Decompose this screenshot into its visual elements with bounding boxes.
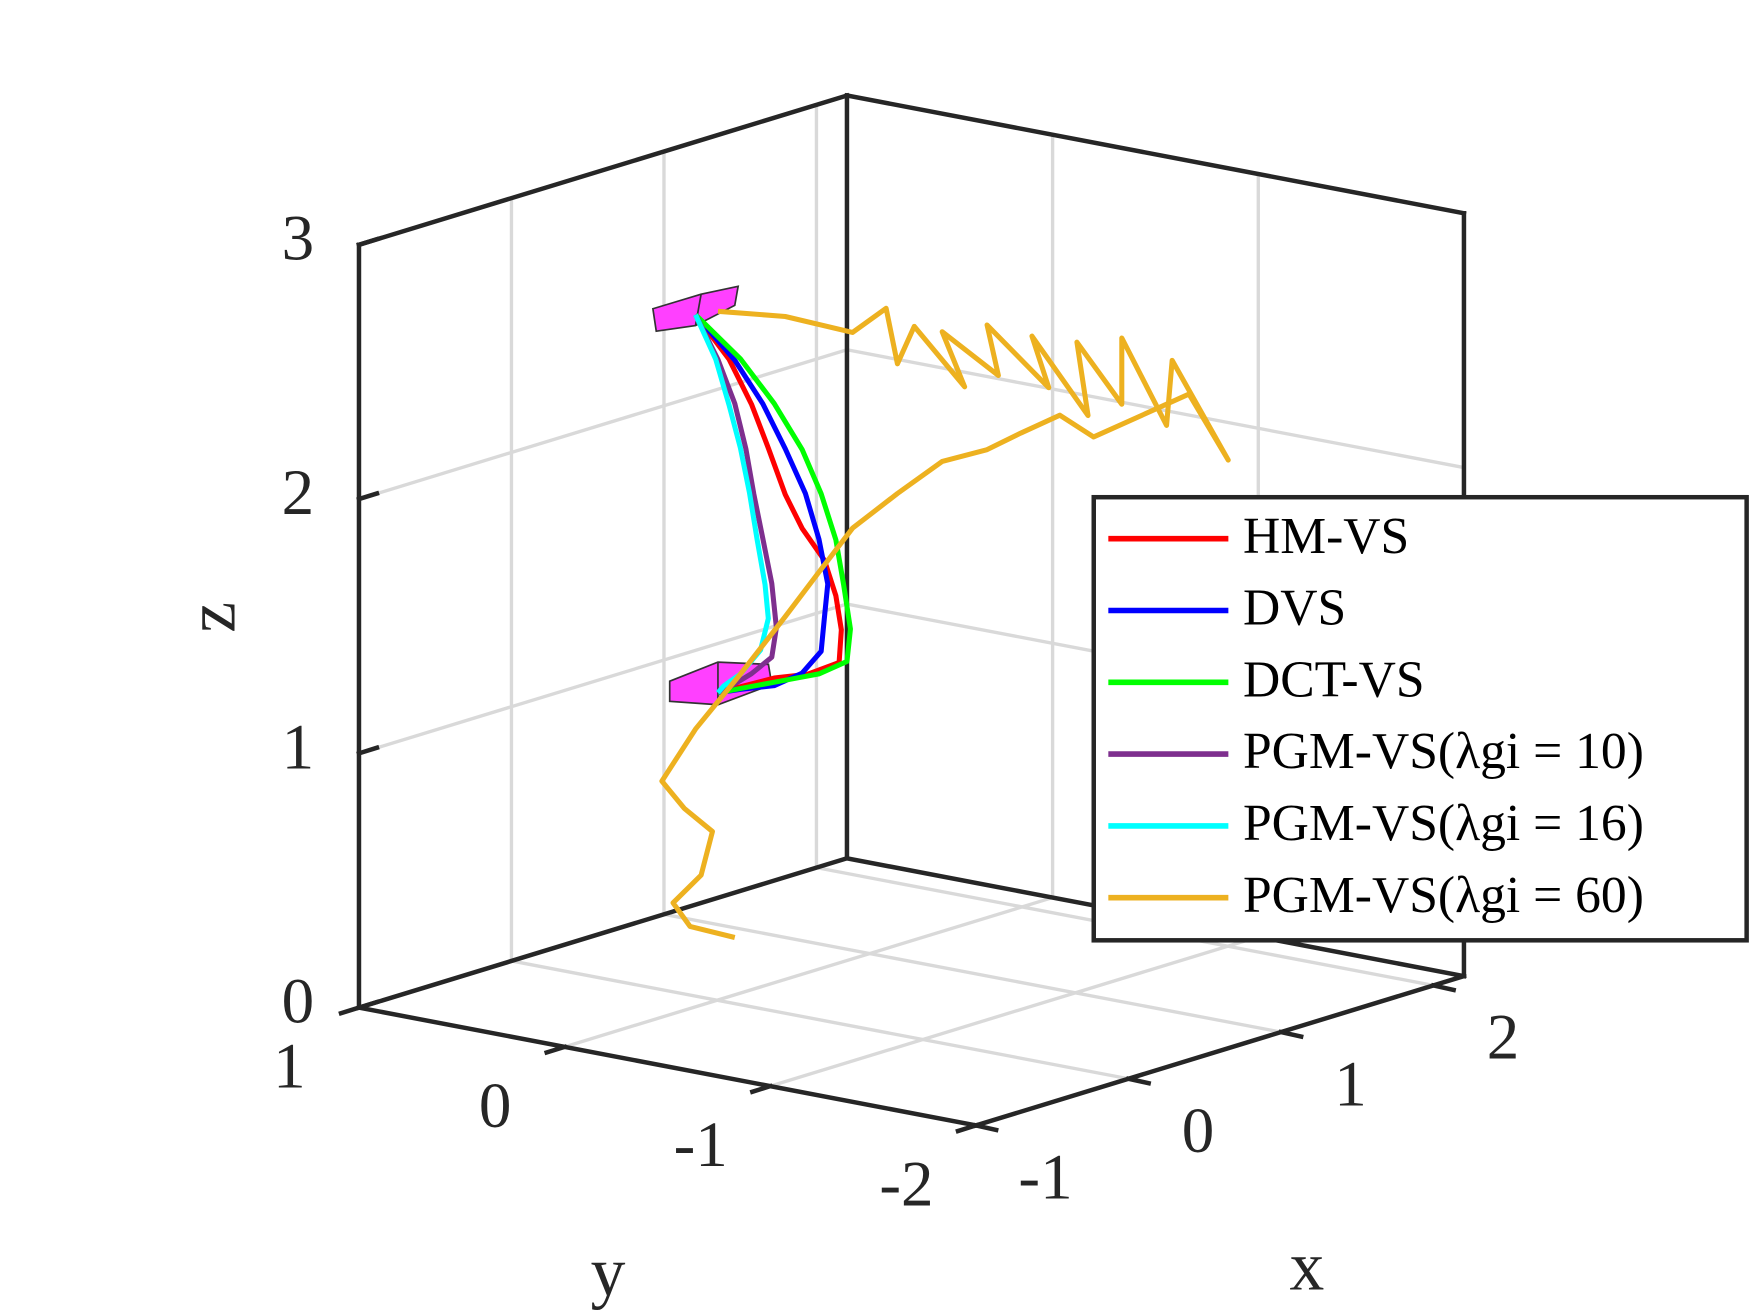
legend-label: PGM-VS(λgi = 16) (1243, 795, 1644, 852)
y-tick-label: -1 (674, 1109, 728, 1181)
trajectory (693, 312, 853, 696)
x-tick (1125, 1076, 1152, 1086)
grid-line (358, 348, 848, 501)
x-tick (1278, 1029, 1304, 1040)
z-tick-label: 1 (282, 711, 315, 783)
z-tick-label: 0 (282, 966, 315, 1038)
x-tick-label: 0 (1182, 1095, 1215, 1167)
z-axis-label: z (174, 602, 251, 633)
legend-label: PGM-VS(λgi = 10) (1243, 723, 1644, 780)
x-tick (973, 1122, 999, 1133)
axis-line (356, 92, 850, 248)
trajectories (659, 305, 1231, 940)
x-tick-label: 2 (1487, 1002, 1520, 1074)
z-tick (356, 236, 380, 248)
y-tick (338, 1004, 362, 1017)
trajectory (693, 313, 831, 696)
trajectory (659, 305, 1231, 940)
x-tick-label: 1 (1334, 1048, 1367, 1120)
grid-line (769, 935, 1259, 1088)
y-tick-label: -2 (879, 1148, 933, 1220)
legend-label: DCT-VS (1243, 651, 1425, 708)
axis-line (973, 973, 1467, 1129)
y-tick (955, 1122, 979, 1134)
grid-line (564, 895, 1054, 1049)
y-tick-label: 0 (479, 1070, 512, 1142)
x-tick-label: -1 (1018, 1142, 1072, 1214)
legend-label: PGM-VS(λgi = 60) (1243, 867, 1644, 924)
y-axis-label: y (591, 1234, 626, 1311)
z-tick-label: 3 (282, 203, 315, 275)
legend-box (1091, 494, 1749, 943)
z-tick (356, 999, 380, 1011)
legend: HM-VS DVS DCT-VS PGM-VS(λgi = 10) PGM-VS(λgi… (1091, 494, 1749, 943)
axis-line (844, 92, 1467, 216)
x-axis-label: x (1290, 1228, 1325, 1305)
grid-line (511, 959, 1129, 1081)
y-tick (749, 1083, 774, 1095)
trajectory (693, 313, 779, 695)
axis-line (356, 1004, 979, 1129)
legend-label: HM-VS (1243, 508, 1409, 565)
y-tick-label: 1 (273, 1031, 306, 1103)
legend-label: DVS (1243, 580, 1346, 637)
x-tick (1430, 982, 1457, 993)
z-tick-label: 2 (282, 457, 315, 529)
z-tick (356, 744, 380, 757)
y-tick (543, 1044, 568, 1056)
trajectory (693, 313, 844, 696)
z-tick (356, 490, 380, 502)
grid-line (663, 912, 1282, 1034)
axis-line (356, 855, 850, 1011)
